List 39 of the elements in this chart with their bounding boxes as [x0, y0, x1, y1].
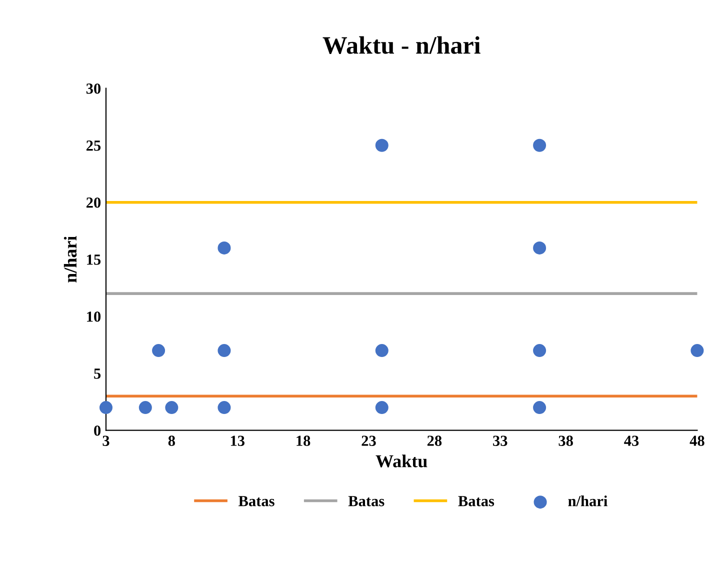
y-tick-label: 10: [87, 311, 101, 322]
y-tick-label: 5: [94, 368, 101, 379]
point: [533, 138, 546, 152]
chart-title: Waktu - n/hari: [322, 36, 480, 54]
y-tick-label: 30: [86, 83, 101, 94]
legend-label: Batas: [238, 496, 274, 506]
x-tick-label: 13: [230, 436, 244, 446]
x-tick-label: 38: [558, 436, 573, 446]
x-tick-label: 23: [362, 436, 376, 446]
x-axis-title: Waktu: [376, 454, 428, 468]
point: [218, 401, 231, 414]
x-tick-label: 48: [690, 436, 704, 446]
point: [218, 344, 231, 358]
point: [533, 401, 546, 414]
point: [99, 401, 112, 414]
x-tick-label: 3: [102, 436, 110, 446]
legend-label: Batas: [348, 496, 384, 506]
x-tick-label: 33: [493, 436, 508, 446]
y-tick-label: 20: [86, 197, 101, 208]
x-tick-label: 28: [427, 436, 442, 446]
y-tick-label: 15: [87, 254, 101, 265]
point: [375, 138, 388, 152]
point: [375, 344, 388, 358]
point: [533, 344, 546, 358]
point: [165, 401, 178, 414]
point: [152, 344, 166, 358]
x-tick-label: 43: [624, 436, 639, 446]
y-tick-label: 25: [86, 140, 101, 151]
point: [533, 241, 546, 254]
point: [218, 241, 231, 254]
point: [690, 344, 704, 358]
x-tick-label: 18: [296, 436, 310, 446]
point: [138, 401, 152, 414]
x-tick-label: 8: [168, 436, 175, 446]
y-axis-title: n/hari: [64, 236, 77, 282]
legend-label: n/hari: [568, 495, 608, 506]
point: [375, 401, 388, 414]
legend-label: Batas: [458, 496, 494, 506]
y-tick-label: 0: [94, 425, 101, 436]
